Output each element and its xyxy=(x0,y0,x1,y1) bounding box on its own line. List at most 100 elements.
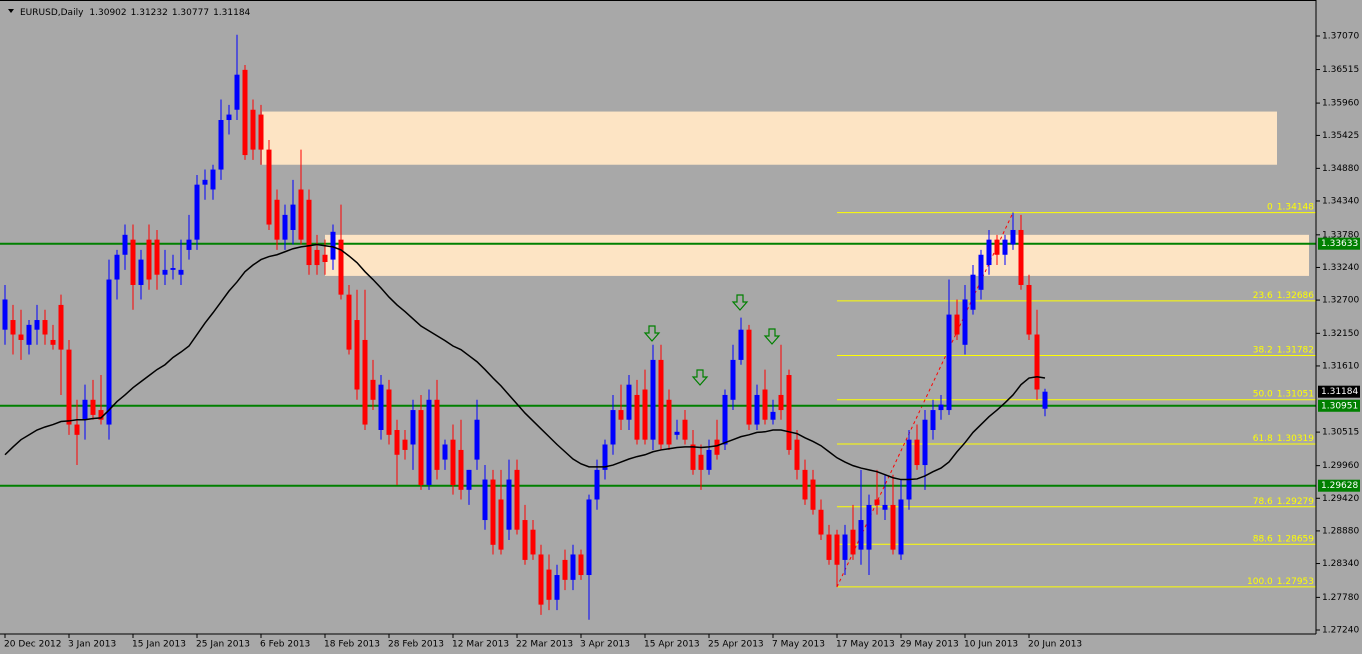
candle-body xyxy=(786,375,792,450)
level-label-box xyxy=(1318,399,1360,412)
x-tick-label: 6 Feb 2013 xyxy=(260,640,310,650)
header-open: 1.30902 xyxy=(89,8,126,18)
fib-price: 1.27953 xyxy=(1277,576,1314,586)
candle-body xyxy=(258,114,264,150)
candle-body xyxy=(98,410,104,420)
candle-body xyxy=(18,334,24,340)
fib-price: 1.28659 xyxy=(1277,534,1314,544)
header-close: 1.31184 xyxy=(213,8,250,18)
candle-body xyxy=(106,279,112,425)
candle-body xyxy=(298,189,304,240)
candle-body xyxy=(274,199,280,240)
candle-body xyxy=(714,439,720,455)
fib-label: 38.2 1.31782 xyxy=(1253,345,1314,355)
zone xyxy=(262,111,1277,165)
y-tick-label: 1.33240 xyxy=(1322,263,1359,273)
candle-body xyxy=(690,444,696,470)
candle-body xyxy=(866,504,872,550)
x-tick-label: 10 Jun 2013 xyxy=(964,640,1018,650)
fib-ratio: 100.0 xyxy=(1247,576,1273,586)
current-price-label: 1.31184 xyxy=(1321,387,1358,397)
candle-body xyxy=(186,239,192,250)
candle-body xyxy=(1018,229,1024,285)
candle-body xyxy=(810,479,816,510)
zone xyxy=(325,234,1309,276)
chart-title: EURUSD,Daily xyxy=(20,8,84,18)
candle-body xyxy=(586,499,592,576)
candle-body xyxy=(346,294,352,350)
y-tick-label: 1.35960 xyxy=(1322,99,1359,109)
fib-anchor xyxy=(836,212,1014,588)
y-tick-label: 1.37070 xyxy=(1322,32,1359,42)
candle-body xyxy=(290,204,296,230)
candle-body xyxy=(898,499,904,555)
candle-body xyxy=(874,499,880,505)
candle-body xyxy=(178,269,184,275)
candles-layer xyxy=(2,34,1048,620)
candle-body xyxy=(546,569,552,600)
current-price-label-box xyxy=(1318,385,1360,398)
y-tick-label: 1.31610 xyxy=(1322,361,1359,371)
candle-body xyxy=(818,509,824,535)
candle-body xyxy=(322,254,328,263)
candle-body xyxy=(978,254,984,290)
fib-ratio: 61.8 xyxy=(1253,433,1273,443)
candle-body xyxy=(970,274,976,310)
arrow xyxy=(691,369,709,386)
candle-body xyxy=(698,454,704,470)
candle-body xyxy=(218,120,224,170)
candle-body xyxy=(386,389,392,435)
levels-layer: 0 1.34148 23.6 1.32686 38.2 1.31782 50.0 1.3105… xyxy=(0,202,1316,588)
candle-body xyxy=(354,320,360,390)
candle-body xyxy=(210,169,216,190)
candle-body xyxy=(594,469,600,500)
candle-body xyxy=(994,239,1000,255)
arrow xyxy=(763,328,781,345)
candle-body xyxy=(2,299,8,330)
header-high: 1.31232 xyxy=(131,8,168,18)
fib-ratio: 38.2 xyxy=(1253,345,1273,355)
candle-body xyxy=(426,399,432,485)
candle-body xyxy=(146,239,152,280)
fib-label: 78.6 1.29279 xyxy=(1253,496,1315,506)
x-tick-label: 3 Jan 2013 xyxy=(68,640,116,650)
candle-body xyxy=(50,339,56,345)
fib-price: 1.32686 xyxy=(1277,290,1314,300)
candle-body xyxy=(66,349,72,425)
x-tick-label: 29 May 2013 xyxy=(900,640,959,650)
candle-body xyxy=(658,359,664,445)
y-tick-label: 1.33780 xyxy=(1322,230,1359,240)
candle-body xyxy=(114,254,120,280)
x-tick-label: 25 Jan 2013 xyxy=(196,640,250,650)
fib-price: 1.31051 xyxy=(1277,389,1314,399)
candle-body xyxy=(330,231,336,260)
candle-body xyxy=(930,410,936,430)
candle-body xyxy=(762,389,768,420)
candle-body xyxy=(954,314,960,335)
moving-average xyxy=(4,243,1046,481)
y-tick-label: 1.28340 xyxy=(1322,559,1359,569)
fib-ratio: 88.6 xyxy=(1253,534,1273,544)
x-tick-label: 25 Apr 2013 xyxy=(708,640,764,650)
y-tick-label: 1.34880 xyxy=(1322,164,1359,174)
candle-body xyxy=(986,239,992,266)
x-tick-label: 22 Mar 2013 xyxy=(516,640,573,650)
candle-body xyxy=(250,109,256,150)
candle-body xyxy=(618,410,624,420)
candle-body xyxy=(434,399,440,470)
fib-label: 0 1.34148 xyxy=(1267,202,1314,212)
candle-body xyxy=(554,575,560,600)
y-tick-label: 1.29420 xyxy=(1322,494,1359,504)
candle-body xyxy=(58,304,64,350)
candle-body xyxy=(906,439,912,500)
fib-ratio: 78.6 xyxy=(1253,496,1273,506)
candle-body xyxy=(474,419,480,460)
candle-body xyxy=(194,184,200,240)
fib-label: 23.6 1.32686 xyxy=(1253,290,1315,300)
candle-body xyxy=(202,179,208,185)
y-tick-label: 1.32150 xyxy=(1322,329,1359,339)
candle-body xyxy=(674,431,680,435)
candle-body xyxy=(914,439,920,466)
